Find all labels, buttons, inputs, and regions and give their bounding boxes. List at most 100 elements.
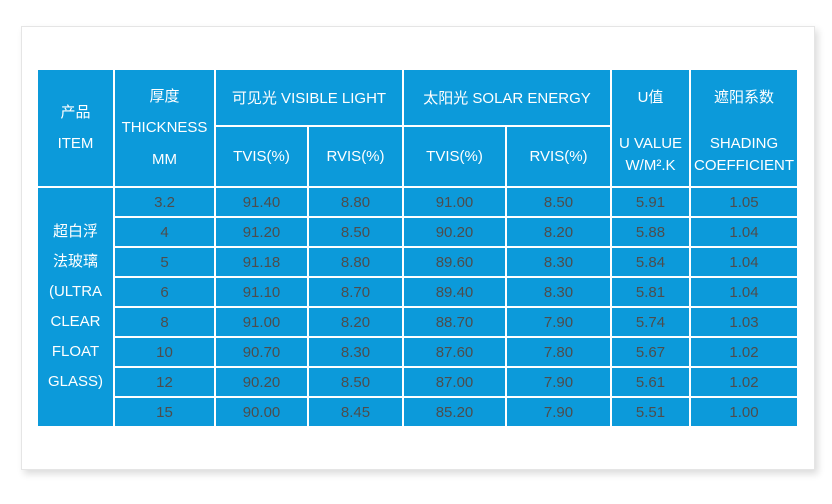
cell-u-value: 5.51 xyxy=(610,396,692,428)
header-u-value-stack: U值 U VALUE W/M².K xyxy=(613,71,688,185)
cell-visible-tvis: 91.00 xyxy=(214,306,309,338)
header-u-value-en: U VALUE W/M².K xyxy=(613,123,688,185)
cell-solar-rvis: 7.90 xyxy=(504,396,613,428)
header-u-value-zh: U值 xyxy=(637,89,664,106)
table-row: 12 90.20 8.50 87.00 7.90 5.61 1.02 xyxy=(37,366,800,398)
product-item-line: FLOAT xyxy=(51,343,100,360)
cell-solar-rvis: 8.30 xyxy=(504,276,613,308)
cell-shading-coefficient: 1.02 xyxy=(689,336,800,368)
header-u-value-unit: W/M².K xyxy=(625,156,676,174)
header-item: 产品 ITEM xyxy=(36,68,115,188)
subheader-solar-rvis: RVIS(%) xyxy=(504,125,613,188)
cell-thickness: 6 xyxy=(113,276,216,308)
header-thickness-en: THICKNESS xyxy=(121,119,208,137)
cell-visible-rvis: 8.80 xyxy=(307,246,404,278)
cell-shading-coefficient: 1.04 xyxy=(689,276,800,308)
product-item-cell: 超白浮 法玻璃 (ULTRA CLEAR FLOAT GLASS) xyxy=(36,186,115,428)
table-row: 超白浮 法玻璃 (ULTRA CLEAR FLOAT GLASS) 3.2 91… xyxy=(36,186,800,428)
header-u-value-en-line1: U VALUE xyxy=(618,134,683,152)
cell-thickness: 15 xyxy=(113,396,216,428)
cell-u-value: 5.84 xyxy=(610,246,692,278)
subheader-solar-tvis: TVIS(%) xyxy=(402,125,507,188)
table-row: 10 90.70 8.30 87.60 7.80 5.67 1.02 xyxy=(37,336,800,368)
cell-solar-tvis: 87.00 xyxy=(402,366,507,398)
cell-solar-tvis: 89.40 xyxy=(402,276,507,308)
product-item-line: CLEAR xyxy=(50,313,101,330)
cell-u-value: 5.88 xyxy=(610,216,692,248)
cell-solar-rvis: 7.90 xyxy=(504,306,613,338)
cell-u-value: 5.74 xyxy=(610,306,692,338)
cell-visible-tvis: 91.20 xyxy=(214,216,309,248)
header-shading-zh: 遮阳系数 xyxy=(714,89,775,106)
cell-thickness: 8 xyxy=(113,306,216,338)
cell-visible-rvis: 8.30 xyxy=(307,336,404,368)
cell-thickness: 3.2 xyxy=(113,186,216,218)
cell-thickness: 12 xyxy=(113,366,216,398)
cell-visible-tvis: 91.18 xyxy=(214,246,309,278)
table-row: 8 91.00 8.20 88.70 7.90 5.74 1.03 xyxy=(37,306,800,338)
cell-solar-rvis: 8.50 xyxy=(504,186,613,218)
table-row: 6 91.10 8.70 89.40 8.30 5.81 1.04 xyxy=(37,276,800,308)
cell-visible-rvis: 8.20 xyxy=(307,306,404,338)
header-item-zh: 产品 xyxy=(60,103,91,121)
cell-shading-coefficient: 1.04 xyxy=(689,216,800,248)
header-shading-en-line1: SHADING xyxy=(709,134,779,152)
cell-visible-rvis: 8.50 xyxy=(307,366,404,398)
cell-solar-tvis: 87.60 xyxy=(402,336,507,368)
cell-solar-tvis: 89.60 xyxy=(402,246,507,278)
cell-u-value: 5.61 xyxy=(610,366,692,398)
header-row-groups: 产品 ITEM 厚度 THICKNESS MM 可见光 VISIBLE LIGH… xyxy=(36,68,800,188)
cell-visible-tvis: 90.00 xyxy=(214,396,309,428)
header-u-value: U值 U VALUE W/M².K xyxy=(610,68,692,188)
cell-visible-tvis: 91.40 xyxy=(214,186,309,218)
cell-solar-tvis: 90.20 xyxy=(402,216,507,248)
cell-u-value: 5.67 xyxy=(610,336,692,368)
cell-solar-rvis: 7.80 xyxy=(504,336,613,368)
slide-page: 产品 ITEM 厚度 THICKNESS MM 可见光 VISIBLE LIGH… xyxy=(21,26,815,470)
header-shading-coefficient: 遮阳系数 SHADING COEFFICIENT xyxy=(689,68,800,188)
cell-visible-tvis: 90.70 xyxy=(214,336,309,368)
cell-visible-rvis: 8.80 xyxy=(307,186,404,218)
cell-u-value: 5.91 xyxy=(610,186,692,218)
table-row: 15 90.00 8.45 85.20 7.90 5.51 1.00 xyxy=(37,396,800,428)
header-item-en: ITEM xyxy=(57,135,94,152)
cell-thickness: 4 xyxy=(113,216,216,248)
header-row-sub: TVIS(%) RVIS(%) TVIS(%) RVIS(%) xyxy=(37,125,798,188)
cell-shading-coefficient: 1.00 xyxy=(689,396,800,428)
cell-thickness: 5 xyxy=(113,246,216,278)
cell-visible-rvis: 8.50 xyxy=(307,216,404,248)
subheader-visible-tvis: TVIS(%) xyxy=(214,125,309,188)
header-thickness-zh: 厚度 xyxy=(149,87,180,105)
glass-performance-table: 产品 ITEM 厚度 THICKNESS MM 可见光 VISIBLE LIGH… xyxy=(36,68,800,428)
table-row: 4 91.20 8.50 90.20 8.20 5.88 1.04 xyxy=(37,216,800,248)
product-item-line: GLASS) xyxy=(47,373,104,390)
cell-shading-coefficient: 1.03 xyxy=(689,306,800,338)
cell-thickness: 10 xyxy=(113,336,216,368)
cell-visible-tvis: 90.20 xyxy=(214,366,309,398)
header-shading-stack: 遮阳系数 SHADING COEFFICIENT xyxy=(692,71,796,185)
cell-solar-rvis: 7.90 xyxy=(504,366,613,398)
header-shading-en: SHADING COEFFICIENT xyxy=(692,123,796,185)
cell-solar-tvis: 88.70 xyxy=(402,306,507,338)
product-item-line: 法玻璃 xyxy=(52,253,98,270)
subheader-visible-rvis: RVIS(%) xyxy=(307,125,404,188)
cell-u-value: 5.81 xyxy=(610,276,692,308)
header-shading-en-line2: COEFFICIENT xyxy=(694,156,795,174)
cell-shading-coefficient: 1.05 xyxy=(689,186,800,218)
cell-visible-tvis: 91.10 xyxy=(214,276,309,308)
cell-shading-coefficient: 1.02 xyxy=(689,366,800,398)
header-visible-light-group: 可见光 VISIBLE LIGHT xyxy=(214,68,404,127)
header-thickness-unit: MM xyxy=(152,150,177,168)
product-item-line: 超白浮 xyxy=(52,223,98,240)
product-item-line: (ULTRA xyxy=(48,283,103,300)
cell-shading-coefficient: 1.04 xyxy=(689,246,800,278)
cell-solar-rvis: 8.20 xyxy=(504,216,613,248)
table-row: 5 91.18 8.80 89.60 8.30 5.84 1.04 xyxy=(37,246,800,278)
cell-visible-rvis: 8.70 xyxy=(307,276,404,308)
cell-solar-tvis: 91.00 xyxy=(402,186,507,218)
header-solar-energy-group: 太阳光 SOLAR ENERGY xyxy=(401,68,613,127)
cell-solar-tvis: 85.20 xyxy=(402,396,507,428)
cell-solar-rvis: 8.30 xyxy=(504,246,613,278)
cell-visible-rvis: 8.45 xyxy=(307,396,404,428)
header-thickness: 厚度 THICKNESS MM xyxy=(113,68,216,188)
